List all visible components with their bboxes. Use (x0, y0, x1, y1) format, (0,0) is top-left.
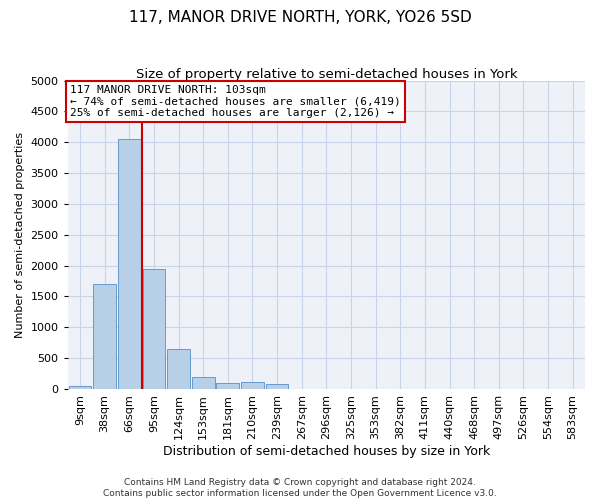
Bar (266, 384, 289, 389)
Text: 117, MANOR DRIVE NORTH, YORK, YO26 5SD: 117, MANOR DRIVE NORTH, YORK, YO26 5SD (128, 10, 472, 25)
Bar (217, 383, 239, 389)
Bar (192, 376, 215, 389)
Text: Contains HM Land Registry data © Crown copyright and database right 2024.
Contai: Contains HM Land Registry data © Crown c… (103, 478, 497, 498)
Text: 117 MANOR DRIVE NORTH: 103sqm
← 74% of semi-detached houses are smaller (6,419)
: 117 MANOR DRIVE NORTH: 103sqm ← 74% of s… (70, 85, 401, 118)
Bar (143, 268, 165, 389)
Bar (118, 139, 140, 389)
Bar (167, 349, 190, 389)
Title: Size of property relative to semi-detached houses in York: Size of property relative to semi-detach… (136, 68, 517, 80)
Bar (68, 386, 91, 389)
X-axis label: Distribution of semi-detached houses by size in York: Distribution of semi-detached houses by … (163, 444, 490, 458)
Bar (241, 382, 264, 389)
Bar (94, 284, 116, 389)
Y-axis label: Number of semi-detached properties: Number of semi-detached properties (15, 132, 25, 338)
